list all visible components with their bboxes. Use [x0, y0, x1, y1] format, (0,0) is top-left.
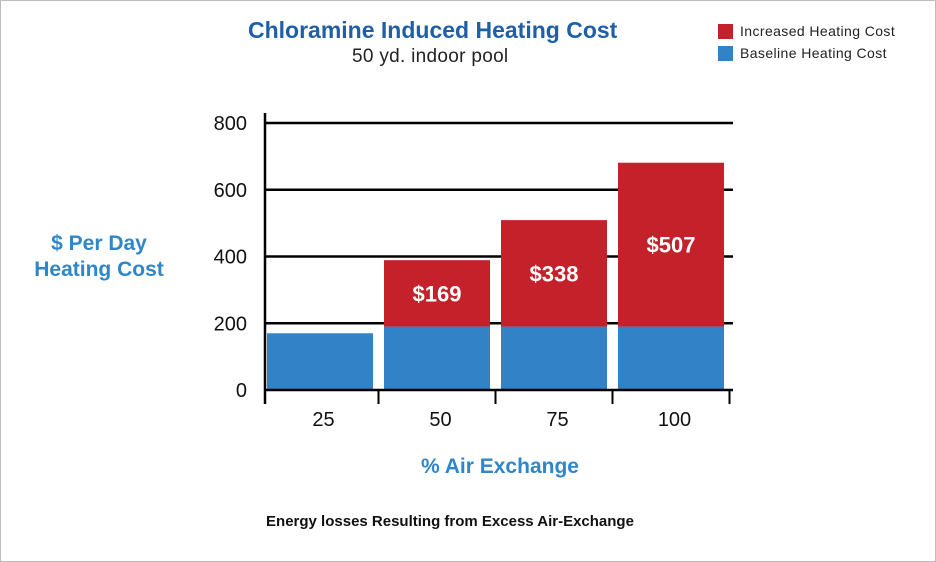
y-tick-label-0: 0	[236, 380, 247, 402]
bar-increased-75	[501, 220, 607, 327]
chart-caption: Energy losses Resulting from Excess Air-…	[266, 513, 634, 530]
x-axis-label: % Air Exchange	[421, 455, 579, 478]
data-label-50: $169	[413, 281, 462, 306]
x-tick-label-75: 75	[546, 409, 568, 431]
bar-increased-100	[618, 162, 724, 327]
data-label-100: $507	[647, 233, 696, 258]
chart-subtitle: 50 yd. indoor pool	[352, 46, 509, 67]
y-axis-label: $ Per Day Heating Cost	[14, 231, 184, 283]
bar-baseline-100	[618, 326, 724, 390]
y-tick-label-200: 200	[214, 313, 247, 335]
x-tick-label-100: 100	[658, 409, 691, 431]
x-tick-label-50: 50	[429, 409, 451, 431]
legend-item-baseline: Baseline Heating Cost	[718, 42, 895, 64]
y-tick-label-800: 800	[214, 113, 247, 135]
y-tick-label-600: 600	[214, 180, 247, 202]
legend-item-increased: Increased Heating Cost	[718, 20, 895, 42]
x-tick-label-25: 25	[312, 409, 334, 431]
legend: Increased Heating Cost Baseline Heating …	[718, 20, 895, 64]
y-axis-label-line-2: Heating Cost	[34, 258, 164, 281]
bar-baseline-25	[267, 333, 373, 390]
bar-baseline-75	[501, 326, 607, 390]
chart-title: Chloramine Induced Heating Cost	[248, 17, 618, 43]
y-tick-label-400: 400	[214, 247, 247, 269]
legend-swatch-increased	[718, 23, 733, 39]
data-label-75: $338	[530, 261, 579, 286]
bar-baseline-50	[384, 326, 490, 390]
legend-label-baseline: Baseline Heating Cost	[740, 45, 887, 61]
y-axis-label-line-1: $ Per Day	[51, 232, 147, 255]
legend-label-increased: Increased Heating Cost	[740, 23, 896, 39]
legend-swatch-baseline	[718, 45, 733, 61]
bar-increased-50	[384, 260, 490, 327]
